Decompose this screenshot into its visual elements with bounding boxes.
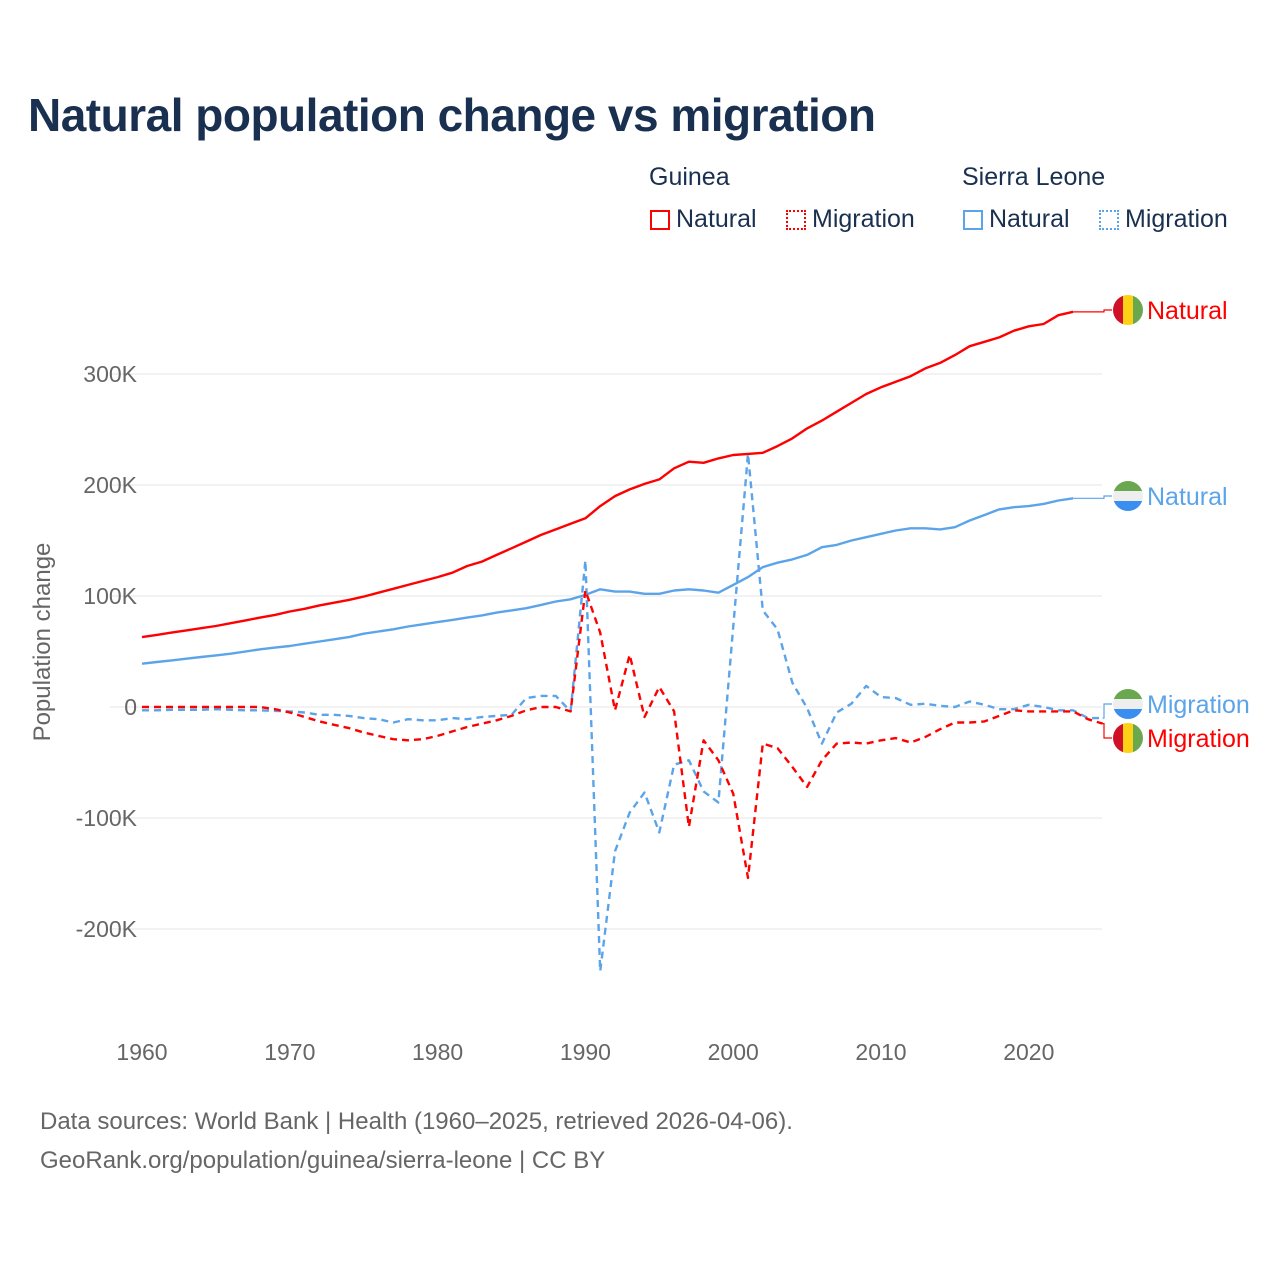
legend-swatch-dotted [1099, 209, 1119, 230]
flag-stripe [1113, 709, 1143, 719]
flag-stripe [1113, 699, 1143, 709]
flag-stripe [1133, 295, 1143, 325]
series-end-label: Migration [1147, 691, 1250, 719]
guinea-flag-icon [1113, 295, 1143, 325]
legend-sierra-leone-natural[interactable]: Natural [963, 205, 1070, 234]
flag-stripe [1113, 723, 1123, 753]
series-line-sierra-leone-natural [141, 497, 1074, 665]
y-tick-label: 100K [83, 583, 137, 609]
legend-guinea-migration[interactable]: Migration [786, 205, 915, 234]
flag-stripe [1113, 481, 1143, 491]
series-line-guinea-natural [141, 310, 1074, 639]
flag-stripe [1113, 689, 1143, 699]
legend-group-guinea: Guinea [649, 163, 730, 191]
source-line-2[interactable]: GeoRank.org/population/guinea/sierra-leo… [40, 1147, 606, 1174]
sierra-leone-flag-icon [1113, 481, 1143, 511]
legend-swatch-dotted [786, 209, 806, 230]
legend-swatch-solid [963, 209, 983, 230]
x-tick-label: 2010 [855, 1039, 906, 1065]
y-tick-label: 0 [124, 694, 137, 720]
sierra-leone-flag-icon [1113, 689, 1143, 719]
legend-label: Migration [812, 205, 915, 233]
legend-swatch-solid [650, 209, 670, 230]
x-tick-label: 1970 [264, 1039, 315, 1065]
chart-title: Natural population change vs migration [28, 89, 876, 141]
series-line-guinea-migration [142, 589, 1104, 880]
label-connector [1102, 703, 1112, 719]
x-tick-label: 1990 [560, 1039, 611, 1065]
series-line-sierra-leone-migration [142, 452, 1103, 973]
y-tick-label: -100K [76, 805, 138, 831]
x-tick-label: 2020 [1003, 1039, 1054, 1065]
series-end-label: Migration [1147, 725, 1250, 753]
y-tick-label: 300K [83, 361, 137, 387]
legend-label: Natural [676, 205, 757, 233]
label-connector [1073, 495, 1112, 499]
legend-label: Migration [1125, 205, 1228, 233]
flag-stripe [1113, 501, 1143, 511]
series-end-label: Natural [1147, 297, 1228, 325]
flag-stripe [1123, 295, 1133, 325]
x-tick-label: 1980 [412, 1039, 463, 1065]
flag-stripe [1113, 491, 1143, 501]
x-tick-label: 2000 [708, 1039, 759, 1065]
series-end-label: Natural [1147, 483, 1228, 511]
x-tick-label: 1960 [116, 1039, 167, 1065]
legend-label: Natural [989, 205, 1070, 233]
guinea-flag-icon [1113, 723, 1143, 753]
legend-guinea-natural[interactable]: Natural [650, 205, 757, 234]
y-tick-label: 200K [83, 472, 137, 498]
flag-stripe [1123, 723, 1133, 753]
label-connector [1073, 309, 1112, 313]
flag-stripe [1133, 723, 1143, 753]
y-axis-label: Population change [29, 543, 56, 742]
flag-stripe [1113, 295, 1123, 325]
legend-sierra-leone-migration[interactable]: Migration [1099, 205, 1228, 234]
legend-group-sierra-leone: Sierra Leone [962, 163, 1106, 191]
label-connector [1102, 723, 1112, 739]
y-tick-label: -200K [76, 916, 138, 942]
source-line-1: Data sources: World Bank | Health (1960–… [40, 1108, 793, 1135]
plot-area: Population change 300K 200K 100K 0 -100K -200… [29, 295, 1250, 1065]
